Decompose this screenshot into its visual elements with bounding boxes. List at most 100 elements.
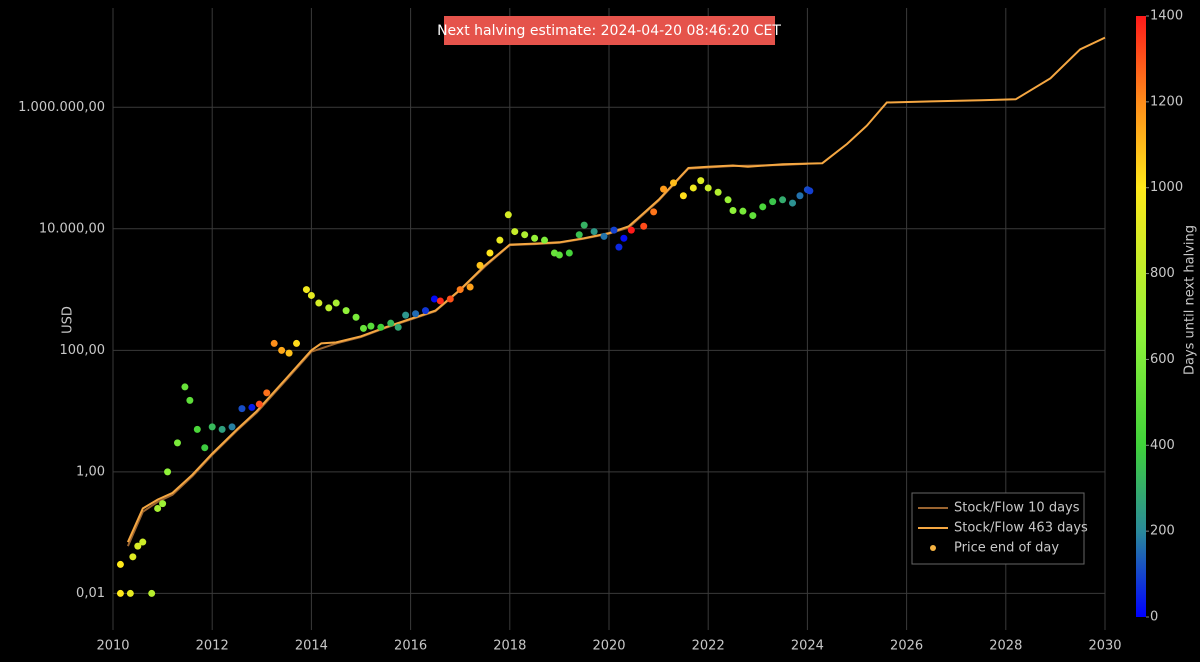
price-point — [627, 226, 635, 234]
price-point — [466, 283, 474, 291]
price-point — [315, 299, 323, 307]
legend-label: Stock/Flow 10 days — [954, 501, 1080, 516]
price-point — [739, 207, 747, 215]
price-point — [325, 304, 333, 312]
price-point — [402, 311, 410, 319]
price-point — [749, 212, 757, 220]
x-tick-label: 2016 — [394, 639, 427, 654]
colorbar-tick-label: 200 — [1150, 524, 1175, 539]
y-tick-label: 10.000,00 — [39, 221, 105, 236]
price-point — [521, 231, 529, 239]
price-point — [697, 177, 705, 185]
x-tick-label: 2012 — [196, 639, 229, 654]
y-tick-label: 100,00 — [60, 343, 106, 358]
price-point — [278, 346, 286, 354]
price-point — [116, 589, 124, 597]
legend-swatch — [930, 545, 936, 551]
price-point — [796, 192, 804, 200]
x-tick-label: 2026 — [890, 639, 923, 654]
legend-label: Price end of day — [954, 541, 1059, 556]
price-point — [436, 297, 444, 305]
y-tick-label: 0,01 — [76, 586, 105, 601]
price-point — [248, 403, 256, 411]
colorbar-tick-label: 0 — [1150, 610, 1158, 625]
y-tick-label: 1.000.000,00 — [18, 100, 105, 115]
price-point — [541, 236, 549, 244]
price-point — [724, 196, 732, 204]
colorbar-tick-label: 800 — [1150, 266, 1175, 281]
colorbar-tick-label: 600 — [1150, 352, 1175, 367]
price-point — [714, 188, 722, 196]
price-point — [769, 198, 777, 206]
price-point — [332, 299, 340, 307]
price-point — [263, 389, 271, 397]
price-point — [446, 295, 454, 303]
price-point — [270, 339, 278, 347]
price-point — [779, 196, 787, 204]
legend-label: Stock/Flow 463 days — [954, 521, 1088, 536]
price-point — [359, 324, 367, 332]
price-point — [660, 185, 668, 193]
price-point — [154, 504, 162, 512]
price-point — [555, 251, 563, 259]
price-point — [511, 228, 519, 236]
price-point — [139, 538, 147, 546]
sf-line — [126, 36, 1106, 543]
price-point — [496, 236, 504, 244]
x-tick-label: 2020 — [592, 639, 625, 654]
price-point — [293, 339, 301, 347]
price-point — [116, 560, 124, 568]
price-point — [208, 423, 216, 431]
price-point — [600, 232, 608, 240]
x-tick-label: 2028 — [989, 639, 1022, 654]
price-point — [759, 203, 767, 211]
price-point — [173, 439, 181, 447]
price-point — [342, 307, 350, 315]
price-point — [186, 396, 194, 404]
price-point — [456, 286, 464, 294]
price-point — [806, 187, 814, 195]
price-point — [669, 179, 677, 187]
price-point — [228, 423, 236, 431]
price-point — [610, 226, 618, 234]
price-point — [640, 222, 648, 230]
price-point — [201, 444, 209, 452]
plot-area — [116, 36, 1106, 597]
price-point — [352, 313, 360, 321]
price-point — [181, 383, 189, 391]
price-point — [238, 405, 246, 413]
price-point — [164, 468, 172, 476]
price-point — [193, 425, 201, 433]
price-point — [580, 221, 588, 229]
price-point — [302, 286, 310, 294]
price-point — [126, 589, 134, 597]
colorbar-tick-label: 1200 — [1150, 94, 1183, 109]
colorbar-tick-label: 1000 — [1150, 180, 1183, 195]
price-point — [620, 234, 628, 242]
price-point — [377, 323, 385, 331]
price-point — [504, 211, 512, 219]
y-tick-label: 1,00 — [76, 464, 105, 479]
x-tick-label: 2030 — [1088, 639, 1121, 654]
price-point — [789, 199, 797, 207]
price-point — [255, 400, 263, 408]
x-tick-label: 2010 — [96, 639, 129, 654]
x-tick-label: 2014 — [295, 639, 328, 654]
price-point — [134, 542, 142, 550]
price-point — [565, 249, 573, 257]
y-axis-title: USD — [61, 306, 76, 334]
price-point — [430, 295, 438, 303]
annotation: Next halving estimate: 2024-04-20 08:46:… — [437, 23, 781, 39]
x-tick-label: 2018 — [493, 639, 526, 654]
price-point — [689, 184, 697, 192]
price-point — [218, 425, 226, 433]
price-point — [590, 228, 598, 236]
price-point — [285, 349, 293, 357]
price-point — [486, 249, 494, 257]
colorbar-tick-label: 400 — [1150, 438, 1175, 453]
annotation-box — [444, 16, 775, 45]
colorbar — [1136, 16, 1146, 617]
price-point — [129, 553, 137, 561]
